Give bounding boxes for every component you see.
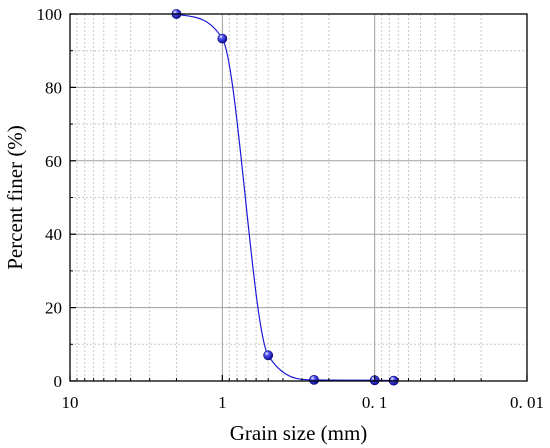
y-axis-title: Percent finer (%) xyxy=(3,125,27,270)
series-curve xyxy=(176,13,394,382)
marker-layer xyxy=(171,9,399,386)
y-tick-label: 0 xyxy=(54,372,63,391)
tick-labels: 10 1 0. 1 0. 01 0 20 40 60 80 100 xyxy=(37,5,545,412)
x-tick-label: 0. 01 xyxy=(510,393,544,412)
grid-lines xyxy=(69,13,528,382)
y-tick-label: 40 xyxy=(45,225,62,244)
x-tick-label: 0. 1 xyxy=(362,393,388,412)
tick-marks xyxy=(69,13,528,382)
curve-layer xyxy=(176,13,394,382)
data-point xyxy=(309,374,319,385)
y-tick-label: 60 xyxy=(45,152,62,171)
x-tick-label: 1 xyxy=(218,393,227,412)
y-tick-label: 20 xyxy=(45,299,62,318)
y-tick-label: 80 xyxy=(45,78,62,97)
data-point xyxy=(263,350,274,361)
x-tick-label: 10 xyxy=(62,393,79,412)
x-axis-title: Grain size (mm) xyxy=(230,421,368,445)
y-tick-label: 100 xyxy=(37,5,63,24)
data-point xyxy=(217,33,228,44)
